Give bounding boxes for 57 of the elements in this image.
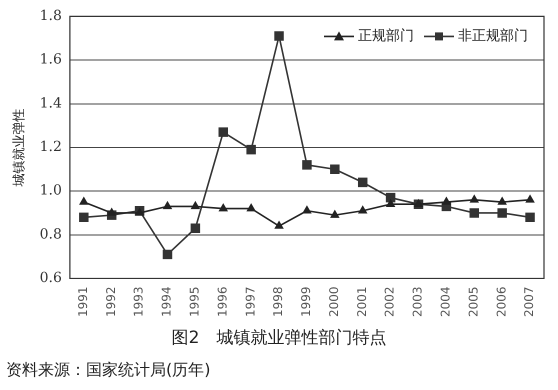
x-tick-label: 1993 [132,286,146,318]
y-tick-label: 1.0 [40,182,62,199]
point [302,206,312,214]
x-tick-label: 1994 [160,286,174,318]
y-tick-label: 1.8 [40,8,62,24]
point [470,194,479,203]
point [330,210,340,218]
x-tick-label: 2001 [354,286,369,318]
point [218,127,228,137]
y-tick-label: 0.8 [40,226,62,242]
point [79,197,88,205]
x-tick-label: 1999 [299,286,314,318]
point [386,199,395,207]
point [525,212,535,222]
point [442,197,451,205]
x-tick-label: 2000 [326,286,341,318]
point [526,194,534,203]
point [274,31,284,41]
point [107,208,116,216]
point [470,208,480,218]
text: 资料来源：国家统计局(历年) [6,360,210,381]
y-tick-label: 1.4 [40,95,62,112]
y-tick-label: 1.2 [40,139,62,156]
y-axis-title: 城镇就业弹性 [12,108,28,188]
point [246,204,256,212]
point [79,212,89,222]
x-tick-label: 2003 [410,286,425,318]
x-tick-label: 1997 [243,286,258,318]
x-tick-label: 1996 [215,286,230,318]
point [274,221,284,229]
point [162,250,172,260]
point [358,206,368,214]
x-tick-label: 1998 [271,286,286,318]
x-tick-label: 2007 [522,286,536,318]
point [190,201,200,210]
x-tick-label: 1991 [76,286,90,318]
x-tick-label: 2006 [494,286,508,318]
x-tick-label: 1992 [104,286,118,318]
point [358,178,368,188]
text: 图2 城镇就业弹性部门特点 [170,327,388,349]
y-tick-label: 1.6 [40,52,62,68]
point [386,192,396,202]
point [190,223,200,233]
point [302,160,312,170]
legend-label: 正规部门 [358,28,414,44]
point [497,208,507,218]
point [498,197,507,205]
x-tick-label: 2005 [466,286,480,318]
legend-label: 非正规部门 [458,28,528,44]
point [246,144,256,154]
x-tick-label: 2002 [382,286,397,318]
y-tick-label: 0.6 [40,270,62,286]
point [218,204,228,212]
x-tick-label: 1995 [187,286,202,318]
point [163,201,172,210]
point [330,164,340,174]
x-tick-label: 2004 [438,286,453,318]
